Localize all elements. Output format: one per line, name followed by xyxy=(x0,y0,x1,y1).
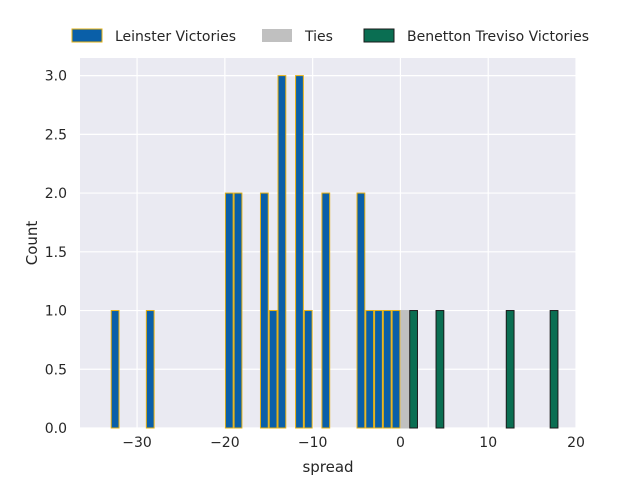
bar-series-0 xyxy=(295,75,304,429)
bar-series-0 xyxy=(365,310,375,429)
x-tick-label: 20 xyxy=(567,435,585,451)
y-tick-label: 0.5 xyxy=(45,362,67,378)
x-tick-labels: −30 −20 −10 0 10 20 xyxy=(122,435,585,451)
legend-label-ties: Ties xyxy=(304,29,333,45)
y-tick-labels: 0.0 0.5 1.0 1.5 2.0 2.5 3.0 xyxy=(45,69,67,437)
bar-series-0 xyxy=(268,310,278,429)
bar-series-2 xyxy=(409,310,418,429)
legend-label-benetton: Benetton Treviso Victories xyxy=(407,29,589,45)
y-tick-label: 1.0 xyxy=(45,304,67,320)
legend: Leinster Victories Ties Benetton Treviso… xyxy=(71,28,589,45)
bar-series-2 xyxy=(505,310,515,429)
bar-series-1 xyxy=(400,310,410,429)
x-tick-label: −20 xyxy=(210,435,240,451)
legend-label-leinster: Leinster Victories xyxy=(115,29,236,45)
y-tick-label: 3.0 xyxy=(45,69,67,85)
y-tick-label: 2.0 xyxy=(45,186,67,202)
y-tick-label: 0.0 xyxy=(45,421,67,437)
legend-swatch-benetton xyxy=(363,28,395,43)
legend-swatch-leinster xyxy=(71,28,103,43)
x-tick-label: 0 xyxy=(396,435,405,451)
legend-swatch-ties xyxy=(262,29,292,42)
bar-series-0 xyxy=(391,310,401,429)
y-tick-label: 2.5 xyxy=(45,127,67,143)
bar-series-0 xyxy=(382,310,392,429)
bar-series-0 xyxy=(303,310,313,429)
bar-series-0 xyxy=(233,192,243,429)
bar-series-0 xyxy=(356,192,366,429)
bar-series-0 xyxy=(259,192,269,429)
x-tick-label: 10 xyxy=(479,435,497,451)
x-axis-label: spread xyxy=(302,458,353,476)
bar-series-0 xyxy=(145,310,155,429)
bar-series-0 xyxy=(224,192,234,429)
bar-series-0 xyxy=(321,192,331,429)
bar-series-0 xyxy=(374,310,383,429)
bar-series-0 xyxy=(110,310,120,429)
y-axis-label: Count xyxy=(23,221,41,266)
x-tick-label: −30 xyxy=(122,435,152,451)
bar-series-2 xyxy=(549,310,559,429)
bar-series-0 xyxy=(277,75,287,429)
y-tick-label: 1.5 xyxy=(45,245,67,261)
bar-series-2 xyxy=(435,310,445,429)
x-tick-label: −10 xyxy=(298,435,328,451)
bars xyxy=(110,75,559,429)
